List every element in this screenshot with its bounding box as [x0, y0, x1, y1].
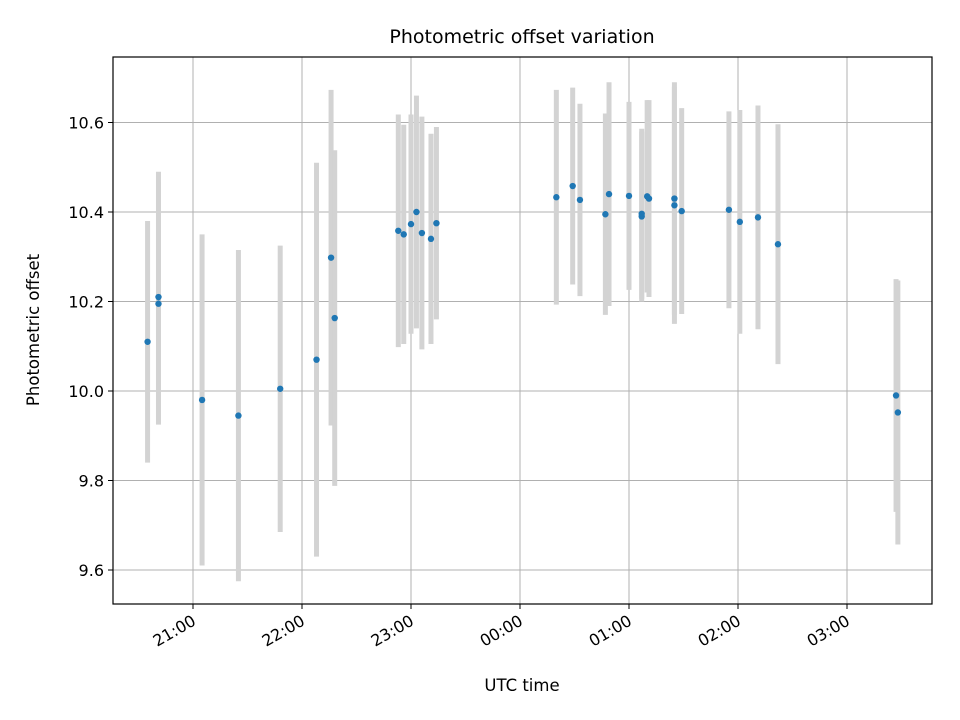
y-tick-label: 10.2: [68, 293, 104, 312]
chart-title: Photometric offset variation: [389, 26, 654, 48]
data-point: [605, 190, 613, 198]
data-point: [671, 195, 678, 202]
data-point: [678, 207, 685, 215]
y-tick-label: 10.6: [68, 114, 104, 133]
data-point: [894, 409, 902, 416]
y-tick-label: 10.4: [68, 203, 104, 222]
data-point: [725, 206, 733, 213]
data-point: [198, 396, 206, 404]
data-point: [155, 293, 162, 301]
data-point: [553, 194, 560, 201]
data-point: [313, 356, 320, 363]
data-point: [155, 300, 162, 307]
y-axis: 9.6 9.8 10.0 10.2 10.4 10.6: [68, 114, 113, 580]
data-point: [395, 227, 402, 234]
data-point: [407, 220, 415, 228]
data-point: [576, 196, 584, 204]
data-point: [892, 392, 900, 399]
y-axis-label: Photometric offset: [24, 253, 43, 406]
y-tick-label: 10.0: [68, 382, 104, 401]
data-point: [671, 202, 678, 209]
data-point: [400, 231, 407, 238]
data-point: [144, 338, 151, 345]
data-point: [645, 195, 653, 202]
data-point: [327, 254, 335, 261]
data-point: [331, 314, 338, 322]
data-point: [569, 182, 576, 190]
data-point: [736, 218, 744, 226]
data-point: [427, 235, 435, 243]
data-point: [418, 229, 426, 237]
data-point: [433, 219, 440, 227]
data-point: [602, 211, 609, 218]
plot-frame: [112, 56, 933, 605]
data-point: [638, 210, 645, 217]
x-axis-label: UTC time: [484, 676, 559, 695]
data-point: [235, 412, 242, 419]
data-point: [774, 241, 782, 248]
y-tick-label: 9.8: [79, 472, 104, 491]
data-point: [625, 192, 633, 200]
y-tick-label: 9.6: [79, 561, 104, 580]
data-point: [413, 208, 420, 216]
data-points: [144, 182, 902, 419]
data-point: [754, 214, 762, 221]
data-point: [277, 385, 284, 392]
